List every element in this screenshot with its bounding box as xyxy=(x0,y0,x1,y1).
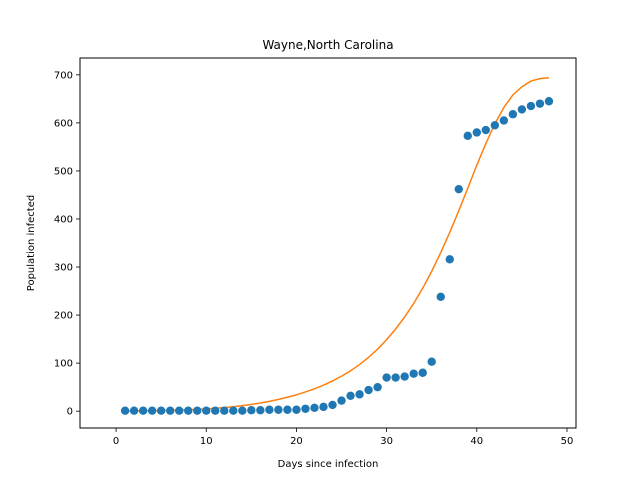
data-point xyxy=(535,99,545,108)
data-point xyxy=(490,121,500,130)
data-point xyxy=(436,292,445,302)
data-point xyxy=(120,406,130,415)
data-point xyxy=(265,405,274,414)
data-point xyxy=(165,406,175,415)
data-point xyxy=(156,406,166,415)
x-tick-label: 0 xyxy=(113,436,119,447)
y-tick-label: 700 xyxy=(54,70,73,81)
data-point xyxy=(544,97,554,106)
data-point xyxy=(454,184,463,194)
data-point xyxy=(355,390,364,399)
x-tick-label: 50 xyxy=(561,436,574,447)
data-point xyxy=(274,405,283,414)
x-tick-label: 20 xyxy=(290,436,303,447)
data-point xyxy=(391,373,400,382)
y-tick-label: 300 xyxy=(54,263,73,274)
x-axis-title: Days since infection xyxy=(278,459,379,470)
data-point xyxy=(346,391,355,401)
y-tick-label: 500 xyxy=(54,166,73,177)
data-point xyxy=(301,404,310,413)
data-point xyxy=(481,125,491,135)
data-point xyxy=(202,406,211,415)
data-point xyxy=(373,382,382,392)
data-point xyxy=(508,110,518,119)
data-point xyxy=(238,406,247,415)
x-tick-label: 30 xyxy=(380,436,393,447)
data-point xyxy=(517,105,527,114)
chart-title: Wayne,North Carolina xyxy=(262,38,393,52)
data-point xyxy=(400,372,409,381)
data-point xyxy=(418,368,427,377)
data-point xyxy=(526,101,536,111)
data-point xyxy=(472,128,481,137)
data-point xyxy=(328,400,337,410)
y-tick-label: 400 xyxy=(54,214,73,225)
data-point xyxy=(310,403,319,413)
x-tick-label: 40 xyxy=(470,436,483,447)
data-point xyxy=(499,116,509,125)
data-point xyxy=(129,406,139,415)
data-point xyxy=(256,406,265,415)
data-point xyxy=(319,402,328,412)
data-point xyxy=(184,406,193,415)
y-axis-title: Population infected xyxy=(26,195,37,291)
data-point xyxy=(229,406,238,415)
data-point xyxy=(247,406,256,415)
x-tick-label: 10 xyxy=(200,436,213,447)
y-tick-label: 100 xyxy=(54,359,73,370)
data-point xyxy=(175,406,184,415)
data-point xyxy=(382,373,391,382)
data-point xyxy=(220,406,229,415)
data-point xyxy=(138,406,148,415)
y-tick-label: 200 xyxy=(54,311,73,322)
data-point xyxy=(463,131,472,141)
data-point xyxy=(292,405,301,414)
plot-layer xyxy=(120,76,554,415)
y-tick-label: 0 xyxy=(67,407,73,418)
data-point xyxy=(337,396,346,405)
data-point xyxy=(445,255,454,264)
data-point xyxy=(409,369,418,378)
data-point xyxy=(211,406,220,415)
data-point xyxy=(364,385,373,395)
data-point xyxy=(193,406,202,415)
data-point xyxy=(427,357,436,366)
data-point xyxy=(283,405,292,414)
plot-frame xyxy=(79,57,577,429)
data-point xyxy=(147,406,157,415)
y-tick-label: 600 xyxy=(54,118,73,129)
